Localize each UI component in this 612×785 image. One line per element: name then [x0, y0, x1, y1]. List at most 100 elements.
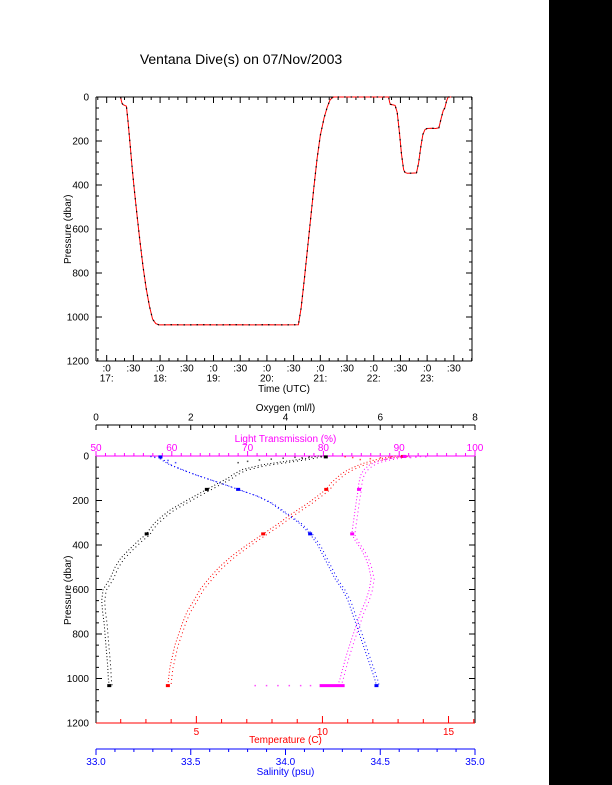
scatter-temperature	[344, 455, 346, 458]
scatter-light-transmission	[288, 684, 291, 687]
pressure-tick-label: 400	[72, 541, 89, 552]
scatter-light-transmission	[399, 456, 402, 458]
scatter-light-transmission	[384, 458, 387, 461]
salinity-tick-label: 33.0	[86, 757, 106, 768]
light-tick-label: 100	[467, 443, 484, 454]
scatter-temperature	[359, 458, 362, 461]
scatter-temperature	[406, 455, 408, 458]
light-tick-label: 70	[242, 443, 254, 454]
pressure-tick-label: 1200	[67, 719, 90, 730]
scatter-oxygen	[258, 459, 261, 461]
time-tick-label: :0	[316, 364, 325, 375]
series-temperature-upcast	[170, 456, 399, 687]
light-tick-label: 80	[318, 443, 330, 454]
time-tick-label: :30	[233, 364, 247, 375]
hour-tick-label: 20:	[260, 374, 274, 385]
marker-light-transmission	[357, 487, 362, 491]
series-temperature	[167, 455, 396, 686]
dive-profile-dots	[120, 96, 452, 326]
scatter-light-transmission	[409, 456, 412, 459]
right-black-band	[549, 0, 612, 785]
scatter-light-transmission	[390, 457, 393, 459]
pressure-tick-label: 200	[72, 137, 89, 148]
scatter-temperature	[369, 457, 372, 460]
light-tick-label: 60	[166, 443, 178, 454]
marker-salinity	[374, 684, 379, 688]
pressure-tick-label: 800	[72, 630, 89, 641]
scatter-oxygen	[301, 457, 303, 459]
scatter-light-transmission	[265, 684, 268, 687]
scatter-salinity	[153, 456, 156, 459]
scatter-temperature	[379, 457, 382, 459]
bottom-plot-y-axis-label: Pressure (dbar)	[63, 555, 74, 625]
hour-tick-label: 22:	[367, 374, 381, 385]
temperature-axis-label: Temperature (C)	[249, 735, 322, 746]
pressure-tick-label: 0	[83, 93, 89, 104]
scatter-salinity	[150, 455, 152, 458]
time-tick-label: :0	[209, 364, 218, 375]
series-salinity-upcast	[161, 456, 380, 687]
scatter-oxygen	[237, 461, 239, 464]
light-tick-label: 90	[394, 443, 406, 454]
oxygen-tick-label: 0	[93, 413, 99, 424]
marker-temperature	[261, 532, 266, 536]
marker-salinity	[158, 455, 163, 459]
time-tick-label: :30	[447, 364, 461, 375]
scatter-oxygen	[246, 460, 249, 463]
series-oxygen-upcast	[104, 456, 322, 687]
scatter-oxygen	[282, 457, 284, 459]
scatter-oxygen	[308, 455, 310, 458]
marker-oxygen	[323, 455, 328, 459]
oxygen-tick-label: 2	[188, 413, 194, 424]
temperature-tick-label: 10	[317, 727, 329, 738]
temperature-tick-label: 15	[443, 727, 455, 738]
salinity-tick-label: 35.0	[465, 757, 485, 768]
series-light-transmission	[337, 455, 407, 686]
pressure-tick-label: 600	[72, 225, 89, 236]
hour-tick-label: 17:	[100, 374, 114, 385]
salinity-axis-label: Salinity (psu)	[256, 767, 315, 778]
hour-tick-label: 23:	[420, 374, 434, 385]
plot-title: Ventana Dive(s) on 07/Nov/2003	[139, 51, 343, 67]
scatter-light-transmission	[424, 455, 427, 458]
dive-profile-line	[120, 96, 452, 326]
pressure-tick-label: 1000	[67, 313, 90, 324]
marker-temperature	[165, 684, 170, 688]
series-oxygen	[101, 455, 319, 686]
light-transmission-axis-label: Light Transmission (%)	[234, 434, 337, 445]
temperature-tick-label: 5	[194, 727, 200, 738]
oxygen-tick-label: 4	[283, 413, 289, 424]
scatter-oxygen	[294, 456, 296, 459]
series-salinity	[158, 455, 377, 686]
pressure-tick-label: 1000	[67, 674, 90, 685]
oxygen-tick-label: 8	[472, 413, 478, 424]
scatter-oxygen	[270, 458, 273, 460]
marker-salinity	[308, 532, 313, 536]
scatter-temperature	[389, 456, 392, 459]
top-plot-y-axis-label: Pressure (dbar)	[63, 194, 74, 264]
scatter-light-transmission	[309, 684, 312, 687]
pressure-tick-label: 200	[72, 496, 89, 507]
marker-salinity	[236, 487, 241, 491]
scatter-light-transmission	[254, 684, 256, 687]
pressure-tick-label: 600	[72, 585, 89, 596]
salinity-tick-label: 34.0	[276, 757, 296, 768]
hour-tick-label: 21:	[313, 374, 327, 385]
time-tick-label: :30	[393, 364, 407, 375]
pressure-tick-label: 400	[72, 181, 89, 192]
pressure-tick-label: 800	[72, 269, 89, 280]
oxygen-tick-label: 6	[377, 413, 383, 424]
scatter-temperature	[351, 456, 354, 459]
time-tick-label: :30	[126, 364, 140, 375]
time-axis-label: Time (UTC)	[258, 384, 310, 395]
marker-oxygen	[107, 684, 112, 688]
time-tick-label: :30	[340, 364, 354, 375]
hour-tick-label: 19:	[207, 374, 221, 385]
scatter-light-transmission	[277, 684, 279, 687]
scatter-light-transmission	[419, 455, 422, 458]
marker-light-transmission	[402, 454, 407, 458]
scatter-salinity	[167, 459, 169, 462]
salinity-tick-label: 34.5	[371, 757, 391, 768]
marker-light-transmission	[350, 532, 355, 536]
